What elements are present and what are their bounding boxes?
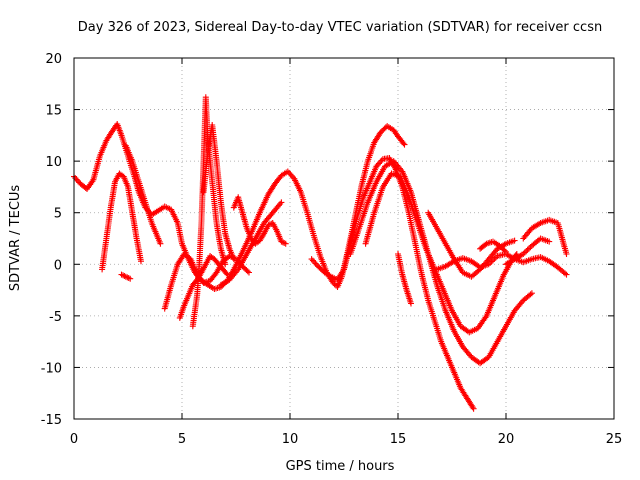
series-arc-17 (477, 238, 509, 255)
y-axis-label: SDTVAR / TECUs (8, 185, 23, 292)
y-axis-ticks: -15 -10 -5 0 5 10 15 20 (41, 52, 614, 428)
data-point-markers (433, 251, 570, 278)
series-arc-4 (122, 142, 164, 247)
series-arc-10 (217, 199, 285, 288)
series-arc-8 (200, 122, 237, 263)
x-tick-label: 10 (282, 432, 299, 447)
plot-frame (73, 57, 615, 420)
y-tick-label: -5 (49, 310, 62, 325)
data-point-markers (477, 238, 509, 255)
x-tick-label: 20 (498, 432, 515, 447)
x-tick-label: 25 (606, 432, 623, 447)
y-tick-label: 10 (45, 155, 62, 170)
x-axis-label: GPS time / hours (286, 459, 395, 474)
y-tick-label: -15 (41, 413, 62, 428)
series-arc-18 (503, 235, 553, 268)
y-tick-label: 15 (45, 104, 62, 119)
data-point-markers (520, 216, 570, 257)
x-tick-label: 0 (70, 432, 78, 447)
data-point-markers (395, 251, 414, 307)
y-tick-label: 20 (45, 52, 62, 67)
series-arc-19 (520, 216, 570, 257)
data-point-markers (200, 122, 237, 263)
y-tick-label: -10 (41, 361, 62, 376)
data-point-markers (362, 170, 520, 336)
chart-title: Day 326 of 2023, Sidereal Day-to-day VTE… (78, 20, 602, 35)
x-tick-label: 15 (390, 432, 407, 447)
grid-lines (74, 58, 614, 419)
data-point-markers (122, 142, 164, 247)
x-axis-ticks: 0 5 10 15 20 25 (70, 58, 622, 447)
series-arc-9 (230, 194, 289, 247)
x-tick-label: 5 (178, 432, 186, 447)
y-tick-label: 5 (54, 207, 62, 222)
data-point-markers (230, 194, 289, 247)
data-point-markers (99, 170, 144, 273)
series-arc-2 (99, 170, 144, 273)
series-arc-3 (118, 271, 134, 282)
y-tick-label: 0 (54, 258, 62, 273)
data-points (71, 94, 570, 412)
series-arc-14 (395, 251, 414, 307)
data-point-markers (217, 199, 285, 288)
data-point-markers (118, 271, 134, 282)
data-point-markers (503, 235, 553, 268)
series-arc-13 (362, 170, 520, 336)
series-arc-16 (433, 251, 570, 278)
